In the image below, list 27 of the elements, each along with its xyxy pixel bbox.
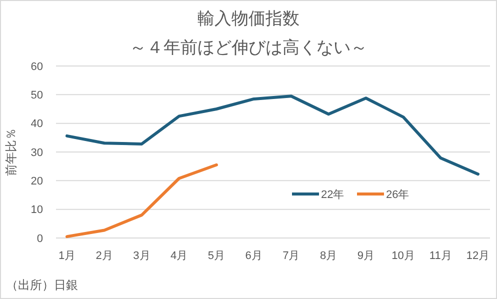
x-tick-label: 2月 bbox=[96, 250, 113, 262]
line-series bbox=[66, 94, 480, 176]
chart-subtitle: ～４年前ほど伸びは高くない～ bbox=[130, 38, 368, 57]
y-tick-label: 50 bbox=[30, 90, 43, 102]
y-tick-label: 30 bbox=[30, 146, 43, 159]
x-tick-label: 9月 bbox=[357, 250, 374, 262]
x-tick-label: 3月 bbox=[133, 250, 150, 262]
legend-label: 26年 bbox=[386, 188, 410, 201]
y-tick-label: 10 bbox=[30, 204, 43, 216]
y-tick-label: 40 bbox=[30, 118, 43, 130]
y-tick-label: 20 bbox=[30, 176, 43, 188]
legend-label: 22年 bbox=[321, 188, 344, 201]
x-tick-label: 12月 bbox=[466, 250, 490, 262]
line-series bbox=[66, 163, 218, 238]
x-tick-label: 5月 bbox=[208, 250, 226, 262]
x-tick-label: 8月 bbox=[320, 250, 338, 262]
y-tick-label: 60 bbox=[30, 60, 43, 73]
x-tick-label: 11月 bbox=[429, 250, 452, 262]
y-tick-label: 0 bbox=[36, 232, 43, 245]
x-tick-label: 4月 bbox=[170, 250, 188, 262]
x-tick-label: 7月 bbox=[282, 250, 300, 262]
x-tick-label: 6月 bbox=[245, 250, 262, 262]
x-tick-label: 1月 bbox=[58, 250, 76, 262]
x-tick-label: 10月 bbox=[392, 250, 415, 262]
y-axis-title: 前年比％ bbox=[4, 128, 18, 176]
text: （出所）日銀 bbox=[6, 278, 78, 292]
chart-title: 輸入物価指数 bbox=[198, 9, 300, 28]
